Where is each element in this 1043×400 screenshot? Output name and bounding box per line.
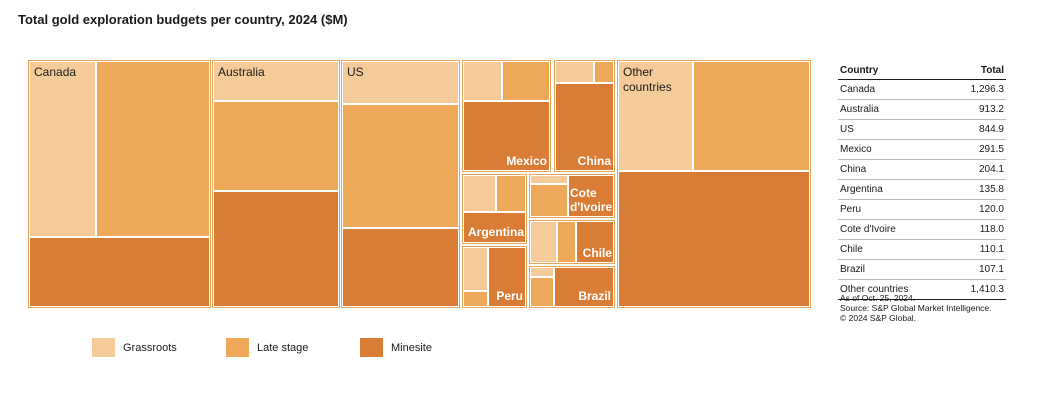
- table-cell-total: 107.1: [978, 264, 1004, 275]
- cell-argentina-late-stage: [496, 175, 526, 212]
- table-cell-country: Canada: [840, 84, 876, 95]
- label-us: US: [347, 65, 364, 79]
- legend-swatch-late-stage: [226, 338, 249, 357]
- cell-australia-grassroots: [213, 61, 339, 101]
- table-cell-country: Cote d'Ivoire: [840, 224, 896, 235]
- cell-other-late-stage: [693, 61, 810, 171]
- legend-swatch-grassroots: [92, 338, 115, 357]
- table-cell-total: 1,410.3: [970, 284, 1004, 295]
- cell-us-late-stage: [342, 104, 459, 228]
- legend-item-late-stage: Late stage: [226, 338, 308, 357]
- table-row: Chile 110.1: [838, 240, 1006, 260]
- table-cell-country: Peru: [840, 204, 862, 215]
- table-cell-total: 844.9: [978, 124, 1004, 135]
- note-source: Source: S&P Global Market Intelligence.: [840, 303, 992, 313]
- treemap: Canada Australia US Mexico China Argenti…: [28, 60, 811, 308]
- table-header: Country Total: [838, 63, 1006, 80]
- cell-canada-late-stage: [96, 61, 210, 237]
- legend-item-grassroots: Grassroots: [92, 338, 177, 357]
- table-cell-country: Brazil: [840, 264, 866, 275]
- legend-label-grassroots: Grassroots: [123, 341, 177, 354]
- cell-canada-grassroots: [29, 61, 96, 237]
- table-cell-total: 118.0: [979, 224, 1004, 235]
- cell-australia-minesite: [213, 191, 339, 307]
- cell-other-minesite: [618, 171, 810, 307]
- table-row: Argentina 135.8: [838, 180, 1006, 200]
- label-peru: Peru: [496, 289, 523, 303]
- cell-cote-late-stage: [530, 184, 568, 217]
- cell-china-grassroots: [555, 61, 594, 83]
- note-copyright: © 2024 S&P Global.: [840, 313, 917, 323]
- legend-label-late-stage: Late stage: [257, 341, 309, 354]
- table-cell-total: 204.1: [978, 164, 1004, 175]
- table-header-country: Country: [840, 65, 879, 76]
- label-australia: Australia: [218, 65, 265, 79]
- table-row: Other countries 1,410.3: [838, 280, 1006, 300]
- table-cell-country: Argentina: [840, 184, 883, 195]
- table-row: Australia 913.2: [838, 100, 1006, 120]
- cell-china-late-stage: [594, 61, 614, 83]
- legend-swatch-minesite: [360, 338, 383, 357]
- table-cell-total: 1,296.3: [970, 84, 1004, 95]
- table-cell-country: US: [840, 124, 854, 135]
- cell-cote-grassroots: [530, 175, 568, 184]
- cell-mexico-late-stage: [502, 61, 550, 101]
- table-header-total: Total: [980, 65, 1004, 76]
- table-cell-country: Mexico: [840, 144, 872, 155]
- table-row: Peru 120.0: [838, 200, 1006, 220]
- label-chile: Chile: [582, 246, 612, 260]
- label-cote-divoire: Cote d'Ivoire: [570, 186, 613, 214]
- table-cell-country: Chile: [840, 244, 863, 255]
- chart-title: Total gold exploration budgets per count…: [18, 12, 348, 27]
- table-cell-country: Other countries: [840, 284, 909, 295]
- table-cell-country: China: [840, 164, 867, 175]
- table-body: Canada 1,296.3 Australia 913.2 US 844.9 Mexico…: [838, 80, 1006, 300]
- label-china: China: [577, 154, 611, 168]
- legend-label-minesite: Minesite: [391, 341, 432, 354]
- totals-table: Country Total Canada 1,296.3 Australia 913.…: [838, 63, 1006, 300]
- table-row: Brazil 107.1: [838, 260, 1006, 280]
- cell-australia-late-stage: [213, 101, 339, 191]
- cell-mexico-grassroots: [463, 61, 502, 101]
- label-canada: Canada: [34, 65, 77, 79]
- table-cell-total: 913.2: [978, 104, 1004, 115]
- table-row: US 844.9: [838, 120, 1006, 140]
- table-row: Canada 1,296.3: [838, 80, 1006, 100]
- cell-chile-grassroots: [530, 221, 557, 263]
- label-argentina: Argentina: [467, 225, 524, 239]
- cell-us-grassroots: [342, 61, 459, 104]
- legend-item-minesite: Minesite: [360, 338, 432, 357]
- cell-peru-grassroots: [463, 247, 488, 291]
- table-cell-country: Australia: [840, 104, 879, 115]
- cell-argentina-grassroots: [463, 175, 496, 212]
- label-brazil: Brazil: [578, 289, 611, 303]
- label-mexico: Mexico: [506, 154, 547, 168]
- cell-us-minesite: [342, 228, 459, 307]
- table-cell-total: 120.0: [978, 204, 1004, 215]
- cell-brazil-grassroots: [530, 267, 554, 277]
- table-row: Cote d'Ivoire 118.0: [838, 220, 1006, 240]
- table-cell-total: 291.5: [978, 144, 1004, 155]
- label-other-countries: Other countries: [623, 65, 672, 94]
- note-date: As of Oct. 25, 2024.: [840, 293, 916, 303]
- cell-canada-minesite: [29, 237, 210, 307]
- table-row: Mexico 291.5: [838, 140, 1006, 160]
- table-cell-total: 135.8: [978, 184, 1004, 195]
- table-row: China 204.1: [838, 160, 1006, 180]
- table-cell-total: 110.1: [979, 244, 1004, 255]
- cell-brazil-late-stage: [530, 277, 554, 307]
- footnotes: As of Oct. 25, 2024. Source: S&P Global …: [840, 293, 1030, 323]
